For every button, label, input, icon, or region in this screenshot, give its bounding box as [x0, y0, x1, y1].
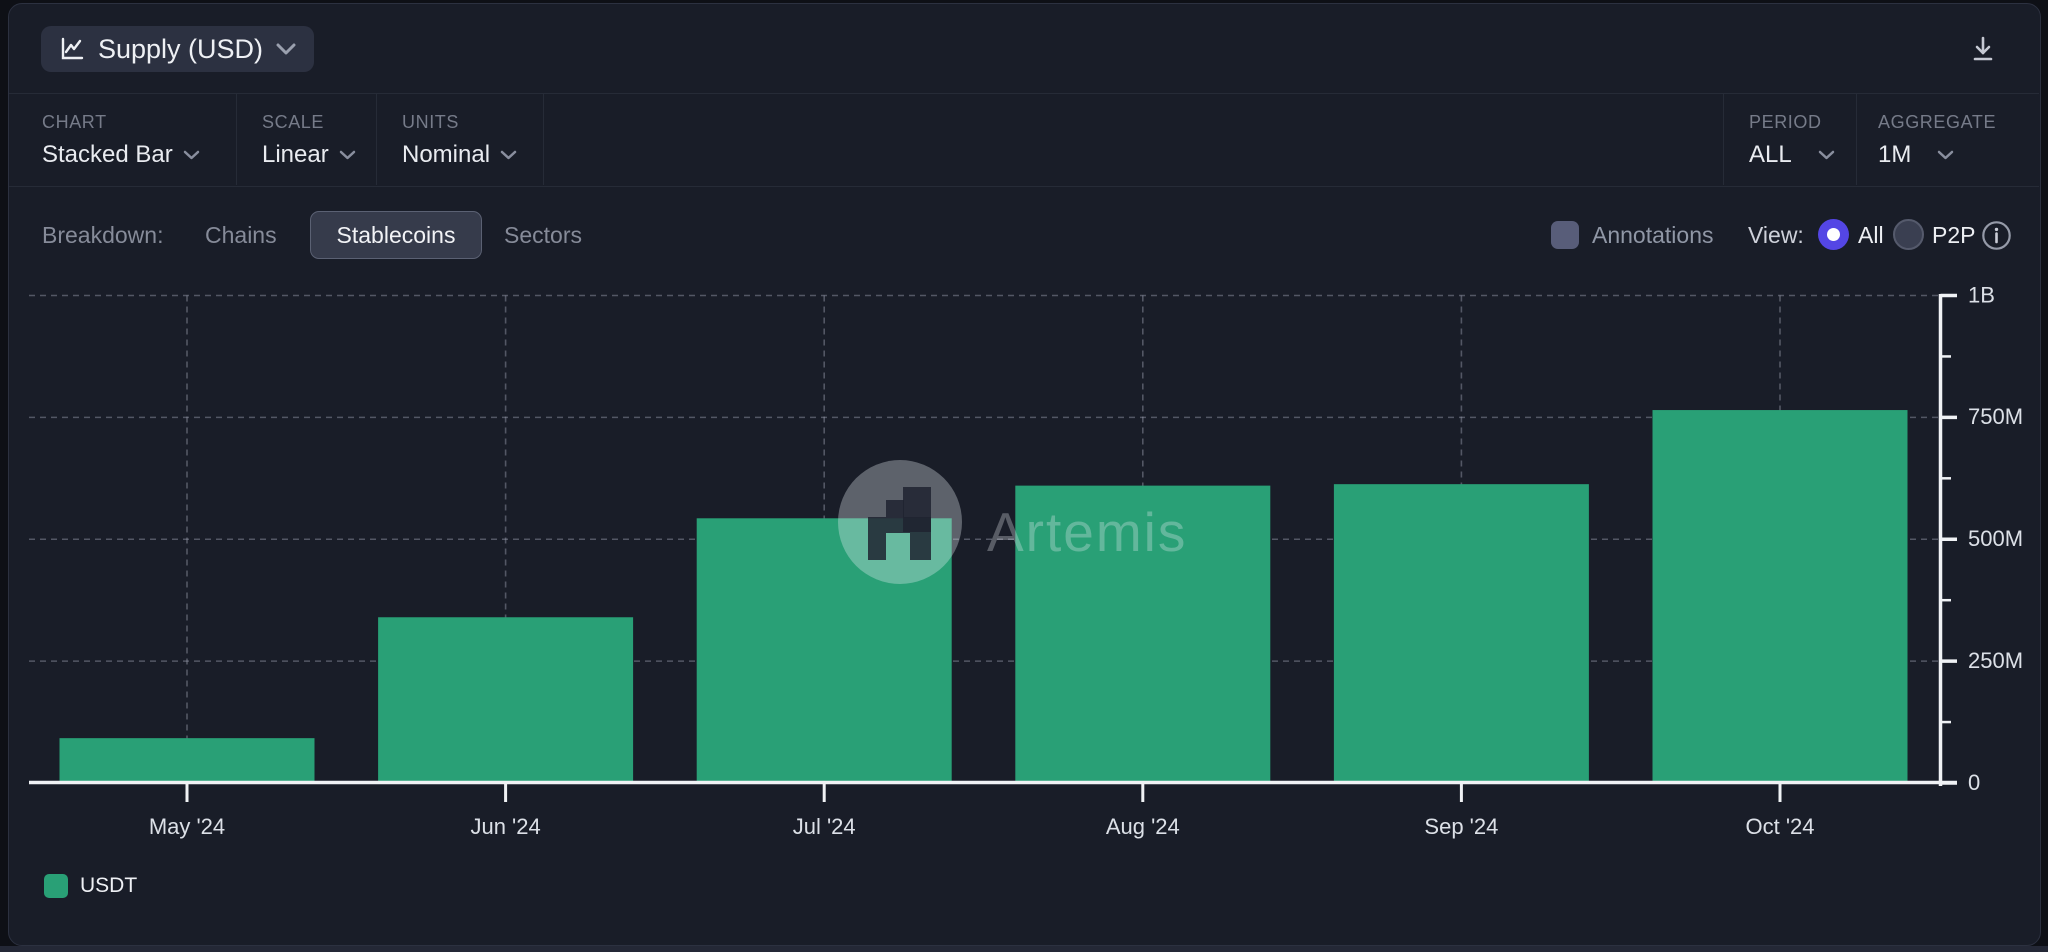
period-label: PERIOD	[1749, 112, 1822, 132]
toolbar-divider	[1723, 94, 1724, 185]
breakdown-option-stablecoins[interactable]: Stablecoins	[310, 211, 482, 259]
toolbar-divider-bottom	[9, 186, 2039, 187]
period-select[interactable]: ALL	[1749, 141, 1835, 169]
header-divider	[9, 93, 2039, 94]
bar-oct24[interactable]	[1652, 410, 1908, 783]
page-background-strip	[0, 946, 2048, 952]
chevron-down-icon	[276, 43, 296, 55]
line-chart-icon	[59, 36, 85, 62]
x-tick-label: Sep '24	[1424, 814, 1498, 839]
view-radio-all[interactable]	[1818, 219, 1849, 250]
view-radio-p2p[interactable]	[1893, 219, 1924, 250]
x-tick-label: Jun '24	[470, 814, 540, 839]
toolbar-divider	[1856, 94, 1857, 185]
chart-type-label: CHART	[42, 112, 107, 132]
scale-select[interactable]: Linear	[262, 141, 356, 169]
bar-jun24[interactable]	[378, 617, 634, 783]
aggregate-value: 1M	[1878, 141, 1912, 168]
chart-type-select[interactable]: Stacked Bar	[42, 141, 200, 169]
view-label: View:	[1748, 222, 1804, 248]
chevron-down-icon	[500, 150, 517, 160]
aggregate-label: AGGREGATE	[1878, 112, 1997, 132]
x-tick-label: Jul '24	[793, 814, 856, 839]
aggregate-select[interactable]: 1M	[1878, 141, 1954, 169]
y-tick-label: 500M	[1968, 526, 2023, 551]
bar-aug24[interactable]	[1015, 485, 1271, 783]
breakdown-option-sectors[interactable]: Sectors	[504, 222, 582, 248]
toolbar-divider	[376, 94, 377, 185]
chevron-down-icon	[1818, 150, 1834, 160]
units-select[interactable]: Nominal	[402, 141, 517, 169]
bar-jul24[interactable]	[696, 518, 952, 783]
chevron-down-icon	[339, 150, 355, 160]
y-tick-label: 750M	[1968, 404, 2023, 429]
y-tick-label: 1B	[1968, 282, 1995, 307]
x-tick-label: Aug '24	[1106, 814, 1180, 839]
breakdown-option-chains[interactable]: Chains	[205, 222, 277, 248]
y-tick-label: 0	[1968, 770, 1980, 795]
annotations-checkbox[interactable]	[1551, 221, 1579, 249]
view-option-all-label: All	[1858, 222, 1884, 248]
annotations-label: Annotations	[1592, 222, 1714, 248]
units-label: UNITS	[402, 112, 459, 132]
x-tick-label: Oct '24	[1745, 814, 1814, 839]
legend-label-usdt: USDT	[80, 874, 138, 897]
units-value: Nominal	[402, 141, 491, 168]
chevron-down-icon	[1938, 150, 1954, 160]
info-icon[interactable]	[1981, 220, 2012, 256]
period-value: ALL	[1749, 141, 1792, 168]
metric-dropdown-label: Supply (USD)	[98, 33, 264, 64]
download-icon	[1967, 33, 1999, 65]
metric-dropdown-button[interactable]: Supply (USD)	[41, 26, 315, 72]
scale-value: Linear	[262, 141, 329, 168]
x-tick-label: May '24	[149, 814, 225, 839]
bar-sep24[interactable]	[1333, 484, 1589, 783]
breakdown-option-stablecoins-label: Stablecoins	[336, 221, 456, 248]
y-tick-label: 250M	[1968, 648, 2023, 673]
toolbar-divider	[236, 94, 237, 185]
breakdown-label: Breakdown:	[42, 222, 164, 248]
download-button[interactable]	[1963, 30, 2003, 68]
scale-label: SCALE	[262, 112, 325, 132]
view-option-p2p-label: P2P	[1932, 222, 1976, 248]
chart-type-value: Stacked Bar	[42, 141, 173, 168]
bar-may24[interactable]	[59, 738, 315, 783]
legend: USDT	[44, 874, 137, 898]
legend-swatch-usdt	[44, 874, 68, 898]
chevron-down-icon	[183, 150, 199, 160]
toolbar-divider	[543, 94, 544, 185]
